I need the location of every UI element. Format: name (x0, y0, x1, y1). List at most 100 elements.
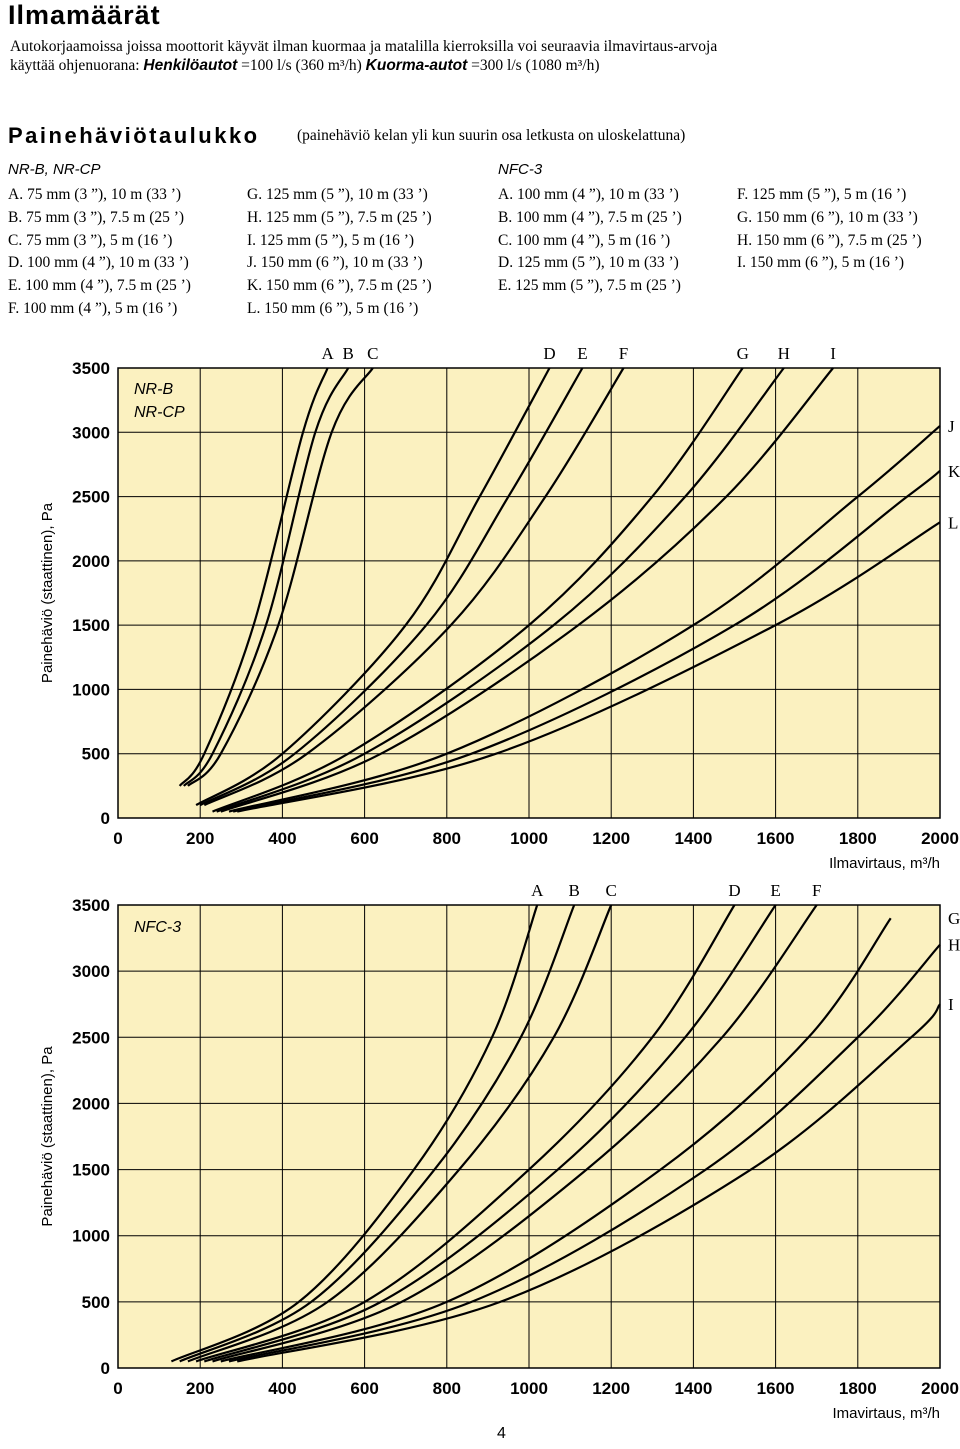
chart2-ytick-label-6: 3000 (72, 962, 110, 981)
chart1-series-label-D: D (543, 344, 555, 363)
spec-item-nfc-col2-2: H. 150 mm (6 ”), 7.5 m (25 ’) (737, 231, 922, 249)
spec-item-nrb-col2-5: L. 150 mm (6 ”), 5 m (16 ’) (247, 300, 419, 317)
chart2-ylabel: Painehäviö (staattinen), Pa (39, 1046, 56, 1227)
chart2-ytick-label-3: 1500 (72, 1161, 110, 1180)
chart1-xtick-label-4: 800 (433, 829, 461, 848)
chart1-ytick-label-5: 2500 (72, 488, 110, 507)
chart1-ylabel: Painehäviö (staattinen), Pa (39, 502, 56, 683)
spec-item-nfc-col2-0: F. 125 mm (5 ”), 5 m (16 ’) (737, 186, 907, 203)
chart1-ytick-label-2: 1000 (72, 680, 110, 699)
spec-item-nrb-col2-1: H. 125 mm (5 ”), 7.5 m (25 ’) (247, 208, 432, 226)
chart2-series-label-D: D (728, 881, 740, 900)
chart2-series-line-I (236, 1003, 941, 1363)
chart1-panel-label-1: NR-CP (134, 404, 185, 421)
chart1-ytick-label-0: 0 (101, 809, 110, 828)
chart1-xtick-label-7: 1400 (674, 829, 712, 848)
chart2-series-label-E: E (770, 881, 780, 900)
chart1-series-label-G: G (737, 344, 749, 363)
spec-item-nfc-col1-3: D. 125 mm (5 ”), 10 m (33 ’) (498, 254, 679, 272)
chart2-xtick-label-5: 1000 (510, 1379, 548, 1398)
chart2-xtick-label-0: 0 (113, 1379, 122, 1398)
chart1-series-line-E (199, 367, 584, 807)
nfc-group-title: NFC-3 (498, 161, 543, 178)
chart1-series-label-F: F (619, 344, 628, 363)
chart2-xtick-label-6: 1200 (592, 1379, 630, 1398)
chart1-series-label-E: E (577, 344, 587, 363)
chart2-ytick-label-0: 0 (101, 1359, 110, 1378)
intro-text: Autokorjaamoissa joissa moottorit käyvät… (10, 37, 950, 75)
spec-item-nfc-col2-3: I. 150 mm (6 ”), 5 m (16 ’) (737, 254, 905, 272)
page-number: 4 (497, 1425, 506, 1442)
chart1-series-line-D (195, 367, 551, 807)
chart1-ytick-label-7: 3500 (72, 359, 110, 378)
chart1-xtick-label-9: 1800 (839, 829, 877, 848)
chart1-panel-label-0: NR-B (134, 381, 173, 398)
chart1-xtick-label-8: 1600 (757, 829, 795, 848)
chart1-series-line-L (236, 521, 941, 813)
trucks-label: Kuorma-autot (365, 57, 468, 74)
chart1-xtick-label-1: 200 (186, 829, 214, 848)
chart1-series-label-C: C (367, 344, 378, 363)
spec-item-nrb-col2-4: K. 150 mm (6 ”), 7.5 m (25 ’) (247, 277, 432, 295)
chart1-xtick-label-10: 2000 (921, 829, 959, 848)
chart2-ytick-label-5: 2500 (72, 1028, 110, 1047)
spec-item-nrb-col1-0: A. 75 mm (3 ”), 10 m (33 ’) (8, 186, 182, 203)
chart2-series-line-E (203, 904, 777, 1363)
chart2-series-label-G: G (948, 909, 960, 928)
table-heading: Painehäviötaulukko (8, 123, 260, 148)
cars-value: =100 l/s (360 m³/h) (237, 57, 366, 74)
chart2-series-label-A: A (531, 881, 544, 900)
spec-item-nfc-col1-1: B. 100 mm (4 ”), 7.5 m (25 ’) (498, 208, 682, 226)
chart1-ytick-label-1: 500 (82, 745, 110, 764)
spec-item-nfc-col1-2: C. 100 mm (4 ”), 5 m (16 ’) (498, 231, 671, 249)
chart2-xtick-label-1: 200 (186, 1379, 214, 1398)
chart2-series-label-F: F (812, 881, 821, 900)
chart2-series-label-I: I (948, 995, 954, 1014)
chart2-series-line-A (170, 904, 539, 1363)
chart1-series-line-C (187, 367, 374, 787)
chart1-series-line-F (203, 367, 625, 807)
chart1-series-line-A (178, 367, 329, 787)
chart1-series-line-J (228, 425, 941, 813)
chart2-ytick-label-4: 2000 (72, 1094, 110, 1113)
spec-item-nfc-col1-0: A. 100 mm (4 ”), 10 m (33 ’) (498, 186, 679, 203)
chart1-series-line-G (212, 367, 744, 813)
chart2-series-line-D (195, 904, 736, 1363)
chart2-ytick-label-2: 1000 (72, 1227, 110, 1246)
chart1-ytick-label-4: 2000 (72, 552, 110, 571)
chart2-series-line-H (228, 943, 941, 1363)
trucks-value: =300 l/s (1080 m³/h) (467, 57, 600, 74)
chart2-xtick-label-8: 1600 (757, 1379, 795, 1398)
chart1-series-label-J: J (948, 417, 955, 436)
intro-line-2: käyttää ohjenuorana: Henkilöautot =100 l… (10, 56, 950, 75)
page-title: Ilmamäärät (8, 0, 161, 30)
chart1-series-line-K (232, 470, 941, 813)
chart1-ytick-label-3: 1500 (72, 616, 110, 635)
spec-item-nrb-col1-2: C. 75 mm (3 ”), 5 m (16 ’) (8, 231, 173, 249)
chart1-series-label-I: I (830, 344, 836, 363)
chart2-series-line-B (179, 904, 576, 1363)
chart1-series-line-I (220, 367, 834, 813)
table-note: (painehäviö kelan yli kun suurin osa let… (297, 127, 686, 144)
intro-prefix: käyttää ohjenuorana: (10, 57, 144, 74)
chart2-xlabel: Imavirtaus, m³/h (832, 1405, 940, 1422)
chart1-series-label-B: B (342, 344, 353, 363)
spec-item-nrb-col1-4: E. 100 mm (4 ”), 7.5 m (25 ’) (8, 277, 191, 295)
spec-item-nrb-col2-2: I. 125 mm (5 ”), 5 m (16 ’) (247, 231, 415, 249)
spec-item-nfc-col2-1: G. 150 mm (6 ”), 10 m (33 ’) (737, 208, 918, 226)
chart2-xtick-label-9: 1800 (839, 1379, 877, 1398)
chart1-xlabel: Ilmavirtaus, m³/h (829, 855, 940, 872)
chart2-xtick-label-10: 2000 (921, 1379, 959, 1398)
chart1-series-label-A: A (321, 344, 334, 363)
spec-item-nrb-col1-1: B. 75 mm (3 ”), 7.5 m (25 ’) (8, 208, 185, 226)
chart1-series-label-K: K (948, 462, 960, 481)
intro-line-1: Autokorjaamoissa joissa moottorit käyvät… (10, 38, 718, 55)
chart2-series-line-C (187, 904, 613, 1363)
chart2-series-label-H: H (948, 936, 960, 955)
chart1-xtick-label-6: 1200 (592, 829, 630, 848)
chart1-xtick-label-3: 600 (350, 829, 378, 848)
spec-item-nrb-col1-5: F. 100 mm (4 ”), 5 m (16 ’) (8, 300, 178, 317)
chart2-panel-label-0: NFC-3 (134, 919, 181, 936)
chart2-series-label-B: B (569, 881, 580, 900)
